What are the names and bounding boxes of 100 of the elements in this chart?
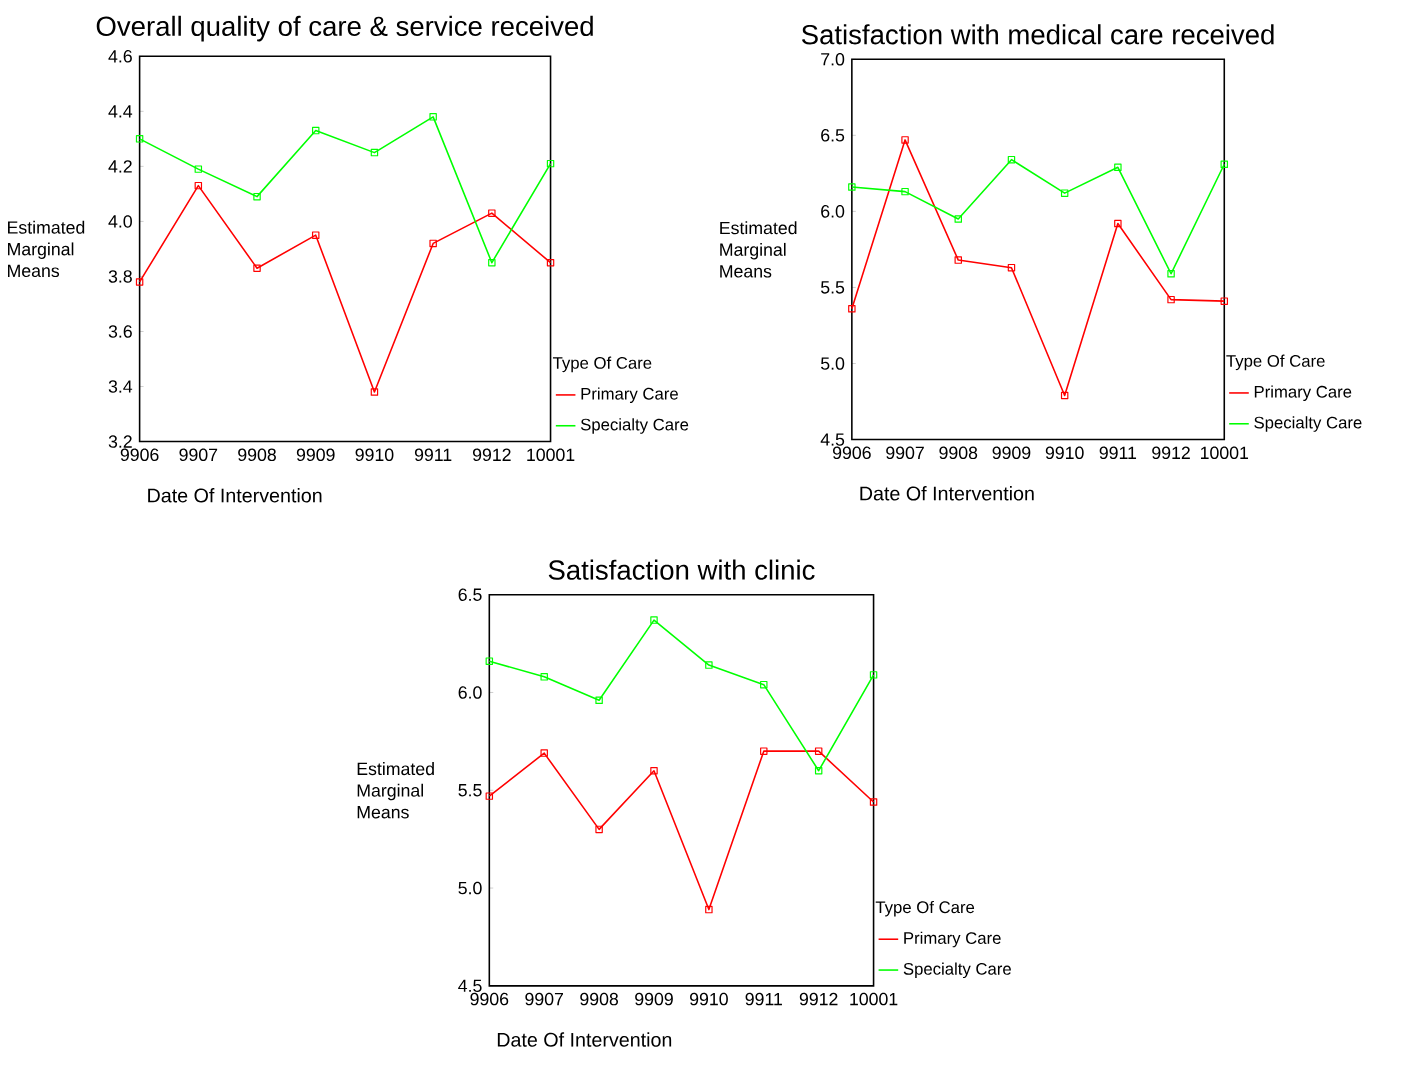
x-tick-label: 9907	[525, 992, 564, 1006]
point	[1007, 155, 1016, 164]
point	[1167, 295, 1175, 304]
point	[1060, 391, 1069, 400]
point	[540, 749, 548, 757]
x-axis-title: Date Of Intervention	[860, 486, 1034, 501]
point	[705, 661, 713, 669]
y-tick-label: 6.5	[458, 588, 482, 602]
point	[814, 767, 823, 775]
point	[253, 264, 261, 272]
point	[540, 673, 548, 681]
point	[429, 113, 437, 121]
x-tick-label: 9906	[120, 448, 159, 462]
point	[954, 256, 962, 264]
x-tick-label: 10001	[850, 992, 898, 1006]
point	[253, 192, 261, 201]
y-tick-label: 4.6	[108, 50, 132, 63]
point	[760, 680, 768, 689]
point	[194, 181, 203, 190]
point	[705, 905, 713, 914]
y-tick-label: 4.5	[820, 433, 845, 446]
legend-label: Primary Care	[581, 387, 678, 404]
x-tick-label: 9909	[296, 448, 335, 462]
point	[1220, 297, 1229, 305]
point	[901, 136, 909, 144]
x-tick-label: 9910	[690, 992, 728, 1006]
x-tick-label: 10001	[1201, 446, 1249, 460]
point	[650, 767, 658, 775]
x-tick-label: 9909	[635, 992, 673, 1006]
x-tick-label: 9907	[886, 446, 924, 460]
point	[869, 671, 878, 679]
x-tick-label: 9908	[939, 446, 978, 460]
x-tick-label: 9907	[179, 448, 218, 462]
point	[429, 239, 437, 248]
y-tick-label: 5.5	[458, 784, 482, 797]
x-axis-title: Date Of Intervention	[497, 1032, 672, 1047]
y-axis-title: Estimated Marginal Means	[720, 221, 797, 278]
y-tick-label: 5.0	[820, 357, 845, 370]
x-tick-label: 10001	[527, 448, 575, 462]
point	[485, 792, 494, 800]
point	[488, 259, 496, 267]
point	[135, 135, 144, 143]
y-tick-label: 6.0	[821, 205, 845, 218]
x-tick-label: 9912	[799, 992, 838, 1006]
point	[546, 259, 555, 267]
point	[370, 148, 379, 157]
legend-title: Type Of Care	[875, 900, 975, 917]
point	[814, 747, 823, 755]
legend-label: Specialty Care	[580, 418, 689, 434]
legend-label: Primary Care	[1254, 385, 1352, 402]
point	[1114, 219, 1122, 228]
x-tick-label: 9910	[1045, 446, 1084, 460]
point	[135, 278, 144, 286]
x-tick-label: 9912	[472, 448, 511, 462]
x-tick-label: 9911	[745, 992, 782, 1006]
y-tick-label: 6.0	[458, 686, 482, 699]
legend-label: Specialty Care	[903, 962, 1011, 979]
y-tick-label: 6.5	[821, 129, 845, 142]
point	[1060, 189, 1069, 197]
y-tick-label: 3.4	[108, 380, 133, 393]
point	[869, 798, 878, 806]
y-tick-label: 4.0	[108, 215, 132, 228]
x-tick-label: 9906	[832, 446, 871, 460]
chart-title: Overall quality of care & service received	[96, 15, 593, 42]
y-tick-label: 5.0	[458, 881, 482, 895]
point	[311, 231, 320, 239]
y-axis-title: Estimated Marginal Means	[8, 220, 85, 278]
legend-label: Specialty Care	[1254, 416, 1362, 432]
point	[1007, 264, 1016, 272]
x-axis-title: Date Of Intervention	[148, 488, 322, 503]
legend-label: Primary Care	[904, 931, 1001, 948]
point	[546, 159, 555, 168]
y-tick-label: 4.2	[108, 160, 132, 173]
point	[760, 747, 768, 755]
point	[1114, 163, 1122, 172]
x-tick-label: 9909	[992, 446, 1031, 460]
point	[901, 187, 909, 196]
point	[194, 165, 203, 173]
y-tick-label: 3.6	[108, 325, 132, 338]
chart-title: Satisfaction with clinic	[548, 559, 815, 580]
point	[488, 209, 496, 217]
x-tick-label: 9911	[414, 448, 452, 462]
point	[848, 305, 856, 313]
y-tick-label: 4.5	[458, 979, 482, 993]
point	[595, 825, 603, 834]
y-axis-title: Estimated Marginal Means	[357, 762, 434, 819]
x-tick-label: 9908	[580, 992, 619, 1006]
y-tick-label: 3.8	[108, 270, 132, 283]
chart-title: Satisfaction with medical care received	[801, 24, 1274, 45]
point	[595, 696, 603, 705]
point	[1167, 270, 1175, 278]
point	[485, 657, 494, 665]
point	[311, 126, 320, 135]
legend-title: Type Of Care	[552, 356, 652, 373]
x-tick-label: 9911	[1099, 446, 1137, 460]
y-tick-label: 4.4	[108, 105, 133, 118]
x-tick-label: 9912	[1152, 446, 1190, 460]
point	[954, 215, 962, 223]
legend-title: Type Of Care	[1226, 354, 1325, 371]
y-tick-label: 7.0	[821, 53, 845, 66]
